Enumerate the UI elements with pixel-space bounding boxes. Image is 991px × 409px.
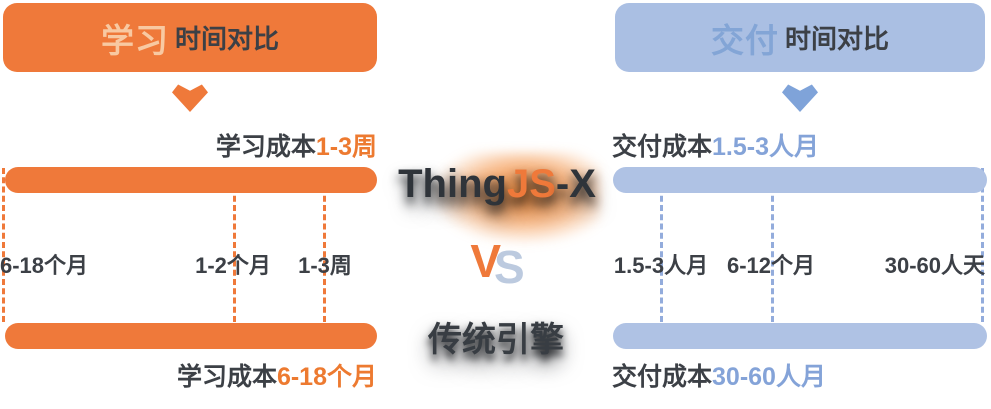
vs-letter-v: V xyxy=(470,235,501,287)
milestone-label: 1-3周 xyxy=(298,253,352,278)
delivery-top-caption-value: 1.5-3人月 xyxy=(712,133,819,161)
learning-bottom-caption-value: 6-18个月 xyxy=(276,363,377,391)
delivery-header-highlight: 交付 xyxy=(710,21,779,59)
learning-top-caption-value: 1-3周 xyxy=(315,133,377,161)
logo-suffix: -X xyxy=(555,162,596,206)
milestone-label: 1-2个月 xyxy=(195,253,271,278)
milestone-label: 6-18个月 xyxy=(0,253,89,278)
thingjs-x-logo: ThingJS-X xyxy=(398,162,596,207)
vs-letter-s: S xyxy=(494,241,525,293)
competitor-label: 传统引擎 xyxy=(428,321,564,359)
delivery-header: 交付 时间对比 xyxy=(615,3,985,72)
vs-label: VS xyxy=(470,234,531,293)
learning-top-caption-label: 学习成本 xyxy=(215,133,316,161)
learning-top-caption: 学习成本1-3周 xyxy=(216,127,377,163)
delivery-header-rest: 时间对比 xyxy=(784,24,889,54)
learning-header-highlight: 学习 xyxy=(100,21,169,59)
delivery-top-caption-label: 交付成本 xyxy=(612,133,713,161)
learning-header-rest: 时间对比 xyxy=(174,24,279,54)
delivery-bottom-bar xyxy=(613,323,987,349)
delivery-bottom-caption-label: 交付成本 xyxy=(612,363,713,391)
learning-bottom-caption: 学习成本6-18个月 xyxy=(177,357,377,393)
delivery-top-caption: 交付成本1.5-3人月 xyxy=(612,127,819,163)
milestone-dash-line xyxy=(2,168,5,322)
delivery-top-bar xyxy=(613,167,987,193)
milestone-dash-line xyxy=(660,168,663,322)
logo-accent: JS xyxy=(506,162,556,206)
milestone-dash-line xyxy=(981,168,984,322)
logo-prefix: Thing xyxy=(398,162,507,206)
milestone-label: 1.5-3人月 xyxy=(613,253,709,278)
learning-bottom-bar xyxy=(5,323,377,349)
learning-bottom-caption-label: 学习成本 xyxy=(176,363,277,391)
delivery-bottom-caption: 交付成本30-60人月 xyxy=(612,357,826,393)
delivery-bottom-caption-value: 30-60人月 xyxy=(712,363,826,391)
milestone-dash-line xyxy=(771,168,774,322)
down-arrow-icon xyxy=(172,84,208,112)
down-arrow-icon xyxy=(782,84,818,112)
milestone-dash-line xyxy=(233,168,236,322)
orange-glow-decoration xyxy=(432,152,600,244)
milestone-dash-line xyxy=(323,168,326,322)
learning-top-bar xyxy=(5,167,377,193)
milestone-label: 30-60人天 xyxy=(884,253,985,278)
milestone-label: 6-12个月 xyxy=(726,253,816,278)
learning-header: 学习 时间对比 xyxy=(3,3,377,72)
